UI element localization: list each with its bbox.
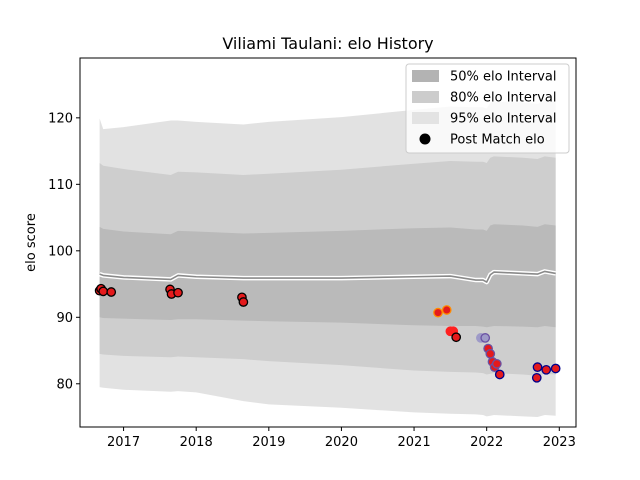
post-match-elo-point-23: [532, 362, 543, 373]
legend-swatch-1: [412, 91, 439, 103]
post-match-elo-point-20: [491, 358, 502, 369]
y-tick-label-120: 120: [48, 111, 73, 126]
axes: 2017 2018 2019 2020 2021 2022 2023 80 90 100 110 12…: [48, 57, 577, 450]
post-match-elo-point-17: [485, 349, 496, 359]
legend-label-3: Post Match elo: [450, 133, 545, 148]
y-axis-label: elo score: [24, 213, 39, 272]
legend-box: [405, 63, 570, 154]
post-match-elo-point-13: [451, 332, 462, 343]
post-match-elo-point-10: [441, 305, 452, 315]
plot-content: [94, 100, 561, 418]
post-match-elo-point-21: [494, 369, 505, 380]
x-tick-label-2022: 2022: [470, 435, 503, 450]
band-50-percent: [99, 224, 556, 328]
post-match-elo-point-8: [238, 297, 249, 307]
band-80-percent: [99, 156, 556, 376]
legend-label-2: 95% elo Interval: [450, 112, 557, 127]
x-tick-label-2023: 2023: [543, 435, 576, 450]
axes-frame: [79, 57, 577, 428]
post-match-elo-point-22: [531, 372, 542, 383]
post-match-elo-point-15: [480, 333, 491, 343]
post-match-elo-point-3: [106, 287, 117, 297]
legend-swatch-2: [412, 112, 439, 124]
post-match-elo-point-2: [98, 286, 109, 297]
y-tick-label-80: 80: [56, 377, 73, 392]
legend-label-0: 50% elo Interval: [450, 70, 557, 85]
y-tick-label-100: 100: [48, 244, 73, 259]
plot-area: [94, 100, 561, 418]
x-tick-label-2019: 2019: [252, 435, 285, 450]
x-tick-label-2018: 2018: [180, 435, 213, 450]
x-tick-label-2021: 2021: [398, 435, 431, 450]
x-tick-label-2020: 2020: [325, 435, 358, 450]
post-match-elo-point-6: [173, 287, 183, 298]
post-match-elo-point-25: [550, 363, 561, 374]
post-match-elo-point-24: [541, 364, 552, 375]
post-match-elo-point-9: [433, 307, 443, 318]
legend-marker-3: [419, 133, 431, 145]
legend-swatch-0: [412, 70, 439, 82]
y-tick-label-110: 110: [48, 178, 73, 193]
chart-title: Viliami Taulani: elo History: [222, 34, 433, 53]
band-95-percent: [99, 100, 556, 418]
legend: 50% elo Interval 80% elo Interval 95% elo …: [405, 63, 570, 154]
x-tick-label-2017: 2017: [107, 435, 140, 450]
legend-label-1: 80% elo Interval: [450, 91, 557, 106]
y-tick-label-90: 90: [56, 311, 73, 326]
mean-elo-line: [99, 270, 556, 283]
